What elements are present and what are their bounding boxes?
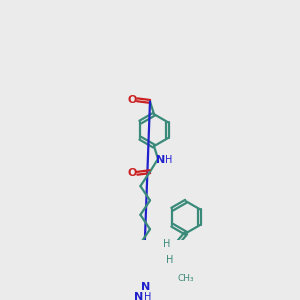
Text: CH₃: CH₃	[178, 274, 195, 283]
Text: N: N	[141, 282, 150, 292]
Text: H: H	[166, 255, 174, 265]
Text: N: N	[156, 155, 165, 165]
Text: N: N	[134, 292, 143, 300]
Text: H: H	[144, 292, 151, 300]
Text: O: O	[128, 168, 137, 178]
Text: H: H	[163, 239, 170, 249]
Text: O: O	[128, 95, 137, 105]
Text: H: H	[165, 155, 172, 165]
